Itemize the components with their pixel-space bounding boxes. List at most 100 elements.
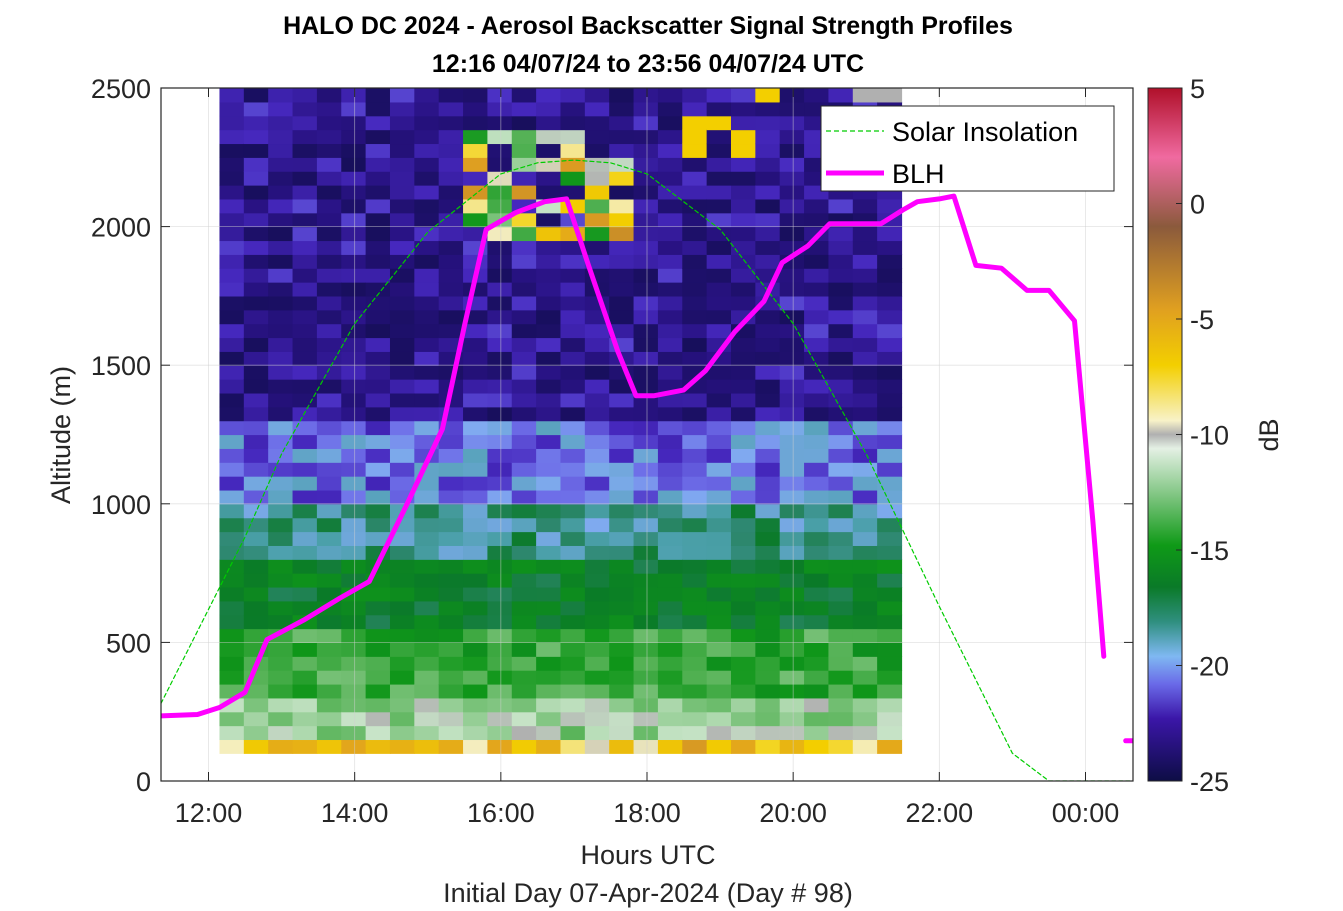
heatmap-cell xyxy=(609,697,635,713)
heatmap-cell xyxy=(755,420,781,436)
heatmap-cell xyxy=(828,351,854,366)
heatmap-cell xyxy=(657,365,683,380)
heatmap-cell xyxy=(389,434,415,449)
heatmap-cell xyxy=(341,600,367,616)
heatmap-cell xyxy=(463,88,489,103)
heatmap-cell xyxy=(414,185,440,200)
heatmap-cell xyxy=(219,157,245,172)
heatmap-cell xyxy=(755,600,781,616)
heatmap-cell xyxy=(341,628,367,643)
heatmap-cell xyxy=(414,656,440,671)
heatmap-cell xyxy=(560,129,586,145)
heatmap-cell xyxy=(487,739,513,754)
heatmap-cell xyxy=(463,129,489,145)
heatmap-cell xyxy=(536,420,562,436)
heatmap-cell xyxy=(438,185,464,200)
heatmap-cell xyxy=(706,517,732,533)
heatmap-cell xyxy=(755,254,781,269)
heatmap-cell xyxy=(560,434,586,449)
heatmap-cell xyxy=(706,143,732,158)
heatmap-cell xyxy=(584,476,610,491)
heatmap-cell xyxy=(609,295,635,311)
heatmap-cell xyxy=(682,670,708,685)
heatmap-cell xyxy=(438,725,464,741)
heatmap-cell xyxy=(316,406,342,422)
heatmap-cell xyxy=(414,171,440,186)
heatmap-cell xyxy=(219,212,245,228)
heatmap-cell xyxy=(365,503,391,519)
heatmap-cell xyxy=(755,392,781,408)
heatmap-cell xyxy=(560,143,586,158)
heatmap-cell xyxy=(292,88,318,103)
heatmap-cell xyxy=(511,88,537,103)
heatmap-cell xyxy=(438,434,464,449)
heatmap-cell xyxy=(730,406,756,422)
heatmap-cell xyxy=(730,739,756,754)
heatmap-cell xyxy=(268,295,294,311)
heatmap-cell xyxy=(584,670,610,685)
heatmap-cell xyxy=(584,392,610,408)
heatmap-cell xyxy=(536,240,562,255)
heatmap-cell xyxy=(243,420,269,436)
heatmap-cell xyxy=(536,295,562,311)
heatmap-cell xyxy=(316,198,342,214)
heatmap-cell xyxy=(511,309,537,325)
heatmap-cell xyxy=(292,323,318,339)
heatmap-cell xyxy=(389,600,415,616)
colorbar-tick-label: 0 xyxy=(1190,190,1205,220)
heatmap-cell xyxy=(706,115,732,131)
heatmap-cell xyxy=(389,351,415,366)
heatmap-cell xyxy=(560,725,586,741)
heatmap-cell xyxy=(877,365,903,380)
heatmap-cell xyxy=(609,559,635,574)
heatmap-cell xyxy=(828,545,854,560)
legend-label-solar: Solar Insolation xyxy=(892,117,1078,147)
heatmap-cell xyxy=(536,157,562,172)
heatmap-cell xyxy=(365,711,391,727)
heatmap-cell xyxy=(779,573,805,588)
heatmap-cell xyxy=(438,697,464,713)
heatmap-cell xyxy=(706,101,732,117)
heatmap-cell xyxy=(633,365,659,380)
heatmap-cell xyxy=(487,129,513,145)
heatmap-cell xyxy=(706,434,732,449)
heatmap-cell xyxy=(633,697,659,713)
heatmap-cell xyxy=(877,420,903,436)
y-axis-label: Altitude (m) xyxy=(46,366,76,504)
heatmap-cell xyxy=(828,226,854,242)
heatmap-cell xyxy=(828,628,854,643)
heatmap-cell xyxy=(633,101,659,117)
heatmap-cell xyxy=(609,226,635,242)
heatmap-cell xyxy=(584,503,610,519)
heatmap-cell xyxy=(852,240,878,255)
heatmap-cell xyxy=(804,420,830,436)
heatmap-cell xyxy=(389,559,415,574)
heatmap-cell xyxy=(706,725,732,741)
heatmap-cell xyxy=(657,115,683,131)
heatmap-cell xyxy=(779,295,805,311)
heatmap-cell xyxy=(463,739,489,754)
heatmap-cell xyxy=(633,739,659,754)
heatmap-cell xyxy=(755,309,781,325)
heatmap-cell xyxy=(609,683,635,699)
heatmap-cell xyxy=(536,254,562,269)
heatmap-cell xyxy=(536,683,562,699)
heatmap-cell xyxy=(243,434,269,449)
heatmap-cell xyxy=(560,282,586,297)
heatmap-cell xyxy=(365,476,391,491)
heatmap-cell xyxy=(268,392,294,408)
heatmap-cell xyxy=(341,295,367,311)
heatmap-cell xyxy=(779,198,805,214)
heatmap-cell xyxy=(852,614,878,630)
heatmap-cell xyxy=(828,683,854,699)
heatmap-cell xyxy=(414,725,440,741)
heatmap-cell xyxy=(463,476,489,491)
colorbar: 5 0 -5 -10 -15 -20 -25 dB xyxy=(1147,74,1284,797)
heatmap-cell xyxy=(755,323,781,339)
heatmap-cell xyxy=(341,434,367,449)
heatmap-cell xyxy=(316,88,342,103)
heatmap-cell xyxy=(804,697,830,713)
heatmap-cell xyxy=(511,559,537,574)
heatmap-cell xyxy=(584,379,610,394)
heatmap-cell xyxy=(316,600,342,616)
